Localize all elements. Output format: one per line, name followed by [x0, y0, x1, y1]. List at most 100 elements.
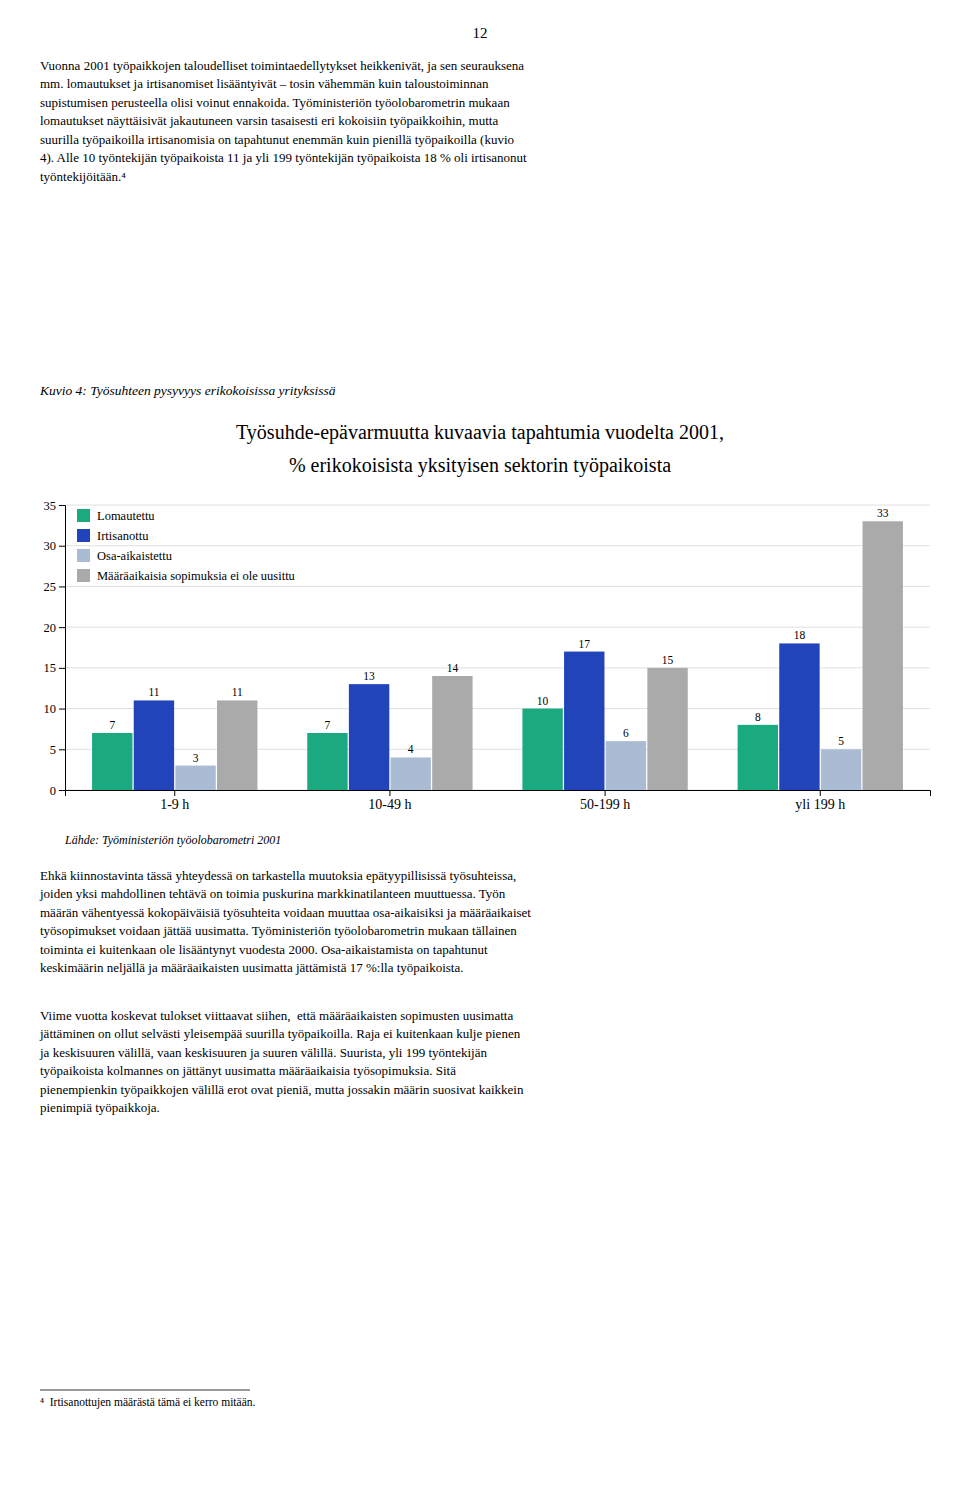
bar: [564, 652, 604, 790]
tick-mark: [820, 790, 821, 796]
data-label: 18: [794, 629, 806, 641]
bar: [134, 700, 174, 790]
data-label: 8: [755, 711, 761, 723]
bar: [92, 733, 132, 790]
tick-mark: [59, 668, 65, 669]
source-label: Lähde: Työministeriön työolobarometri 20…: [64, 833, 281, 847]
tick: 50-199 h: [580, 790, 630, 812]
data-label: 15: [662, 654, 674, 666]
tick-mark: [59, 505, 65, 506]
tick-label: 15: [44, 661, 57, 675]
paragraph-line: lomautukset näyttäisivät jakautuneen var…: [40, 113, 498, 128]
legend-swatch: [77, 529, 90, 542]
tick: 35: [44, 499, 66, 513]
paragraph-line: supistumisen perusteella olisi voinut en…: [40, 95, 510, 110]
paragraph-line: työntekijöitään.⁴: [40, 169, 126, 184]
legend-item: Osa-aikaistettu: [77, 549, 173, 563]
tick: 10: [44, 702, 66, 716]
paragraph-line: jättäminen on ollut selvästi yleisempää …: [39, 1026, 521, 1041]
axis-line: [59, 506, 66, 791]
data-label: 7: [109, 719, 115, 731]
legend-label: Osa-aikaistettu: [97, 549, 173, 563]
legend-swatch: [77, 569, 90, 582]
bar: [391, 757, 431, 790]
bar: [779, 643, 819, 790]
tick: 30: [44, 539, 66, 553]
grid-line: [65, 627, 930, 628]
paragraph-line: mm. lomautukset ja irtisanomiset lisäänt…: [40, 76, 489, 91]
legend-item: Irtisanottu: [77, 529, 149, 543]
footnote-rule: [40, 1390, 250, 1391]
tick-label: 25: [44, 580, 57, 594]
tick: 1-9 h: [160, 790, 189, 812]
legend-swatch: [77, 509, 90, 522]
chart-subtitle: % erikokoisista yksityisen sektorin työp…: [289, 454, 671, 477]
data-label: 17: [579, 638, 591, 650]
tick-mark: [59, 586, 65, 587]
paragraph-line: määrän vähentyessä kokopäiväisiä työsuht…: [40, 905, 531, 920]
tick: 10-49 h: [368, 790, 411, 812]
data-label: 11: [148, 686, 159, 698]
tick: 20: [44, 621, 66, 635]
data-label: 4: [408, 743, 414, 755]
bar: [821, 749, 861, 790]
tick-mark: [59, 546, 65, 547]
paragraph-line: suurilla työpaikoilla irtisanomisia on t…: [40, 132, 514, 147]
tick: 15: [44, 661, 66, 675]
paragraph-line: ja keskisuuren välillä, vaan keskisuuren…: [39, 1045, 487, 1060]
tick-label: 5: [50, 743, 56, 757]
bar: [217, 700, 257, 790]
tick-mark: [59, 709, 65, 710]
tick-label: 10-49 h: [368, 797, 411, 812]
tick: 5: [50, 743, 65, 757]
legend-label: Määräaikaisia sopimuksia ei ole uusittu: [97, 569, 296, 583]
paragraph-line: 4). Alle 10 työntekijän työpaikoista 11 …: [40, 150, 527, 165]
legend-label: Irtisanottu: [97, 529, 149, 543]
tick: yli 199 h: [795, 790, 845, 812]
bar: [606, 741, 646, 790]
data-labels: 7710811131718346511141533: [109, 507, 888, 763]
legend-item: Lomautettu: [77, 509, 155, 523]
tick-mark: [59, 627, 65, 628]
paragraph-line: Ehkä kiinnostavinta tässä yhteydessä on …: [40, 868, 516, 883]
data-label: 14: [447, 662, 459, 674]
legend-item: Määräaikaisia sopimuksia ei ole uusittu: [77, 569, 296, 583]
data-label: 33: [877, 507, 889, 519]
data-label: 7: [325, 719, 331, 731]
tick-label: 20: [44, 621, 57, 635]
paragraph-line: työpaikoista kolmannes on jättänyt uusim…: [40, 1063, 456, 1078]
paragraph-line: pienimpiä työpaikkoja.: [40, 1100, 160, 1115]
tick-mark: [389, 790, 390, 796]
tick-label: 0: [50, 784, 56, 798]
legend-swatch: [77, 549, 90, 562]
x-axis: 1-9 h 10-49 h 50-199 h yli 199 h: [66, 790, 931, 812]
legend: Lomautettu Irtisanottu Osa-aikaistettu Määr…: [77, 509, 296, 583]
paragraph-line: toiminta ei kuitenkaan ole lisääntynyt v…: [40, 942, 488, 957]
tick-mark: [59, 790, 65, 791]
tick-label: 10: [44, 702, 57, 716]
data-label: 10: [537, 695, 549, 707]
grid: [65, 505, 930, 790]
bar: [738, 725, 778, 790]
grid-line: [65, 505, 930, 506]
tick-label: 1-9 h: [160, 797, 189, 812]
legend-label: Lomautettu: [97, 509, 155, 523]
paragraph-line: keskimäärin neljällä ja määräaikaisten u…: [40, 960, 463, 975]
chart: 7710811131718346511141533051015202530351…: [44, 499, 931, 812]
tick-mark: [174, 790, 175, 796]
paragraph-line: Viime vuotta koskevat tulokset viittaava…: [40, 1008, 513, 1023]
grid-line: [65, 586, 930, 587]
tick-label: 30: [44, 539, 57, 553]
bar: [307, 733, 347, 790]
page: 12Vuonna 2001 työpaikkojen taloudelliset…: [0, 0, 960, 1485]
data-label: 5: [838, 735, 844, 747]
grid-line: [65, 545, 930, 546]
footnote: ⁴ Irtisanottujen määrästä tämä ei kerro …: [40, 1396, 256, 1409]
page-number: 12: [473, 25, 488, 41]
data-label: 3: [193, 752, 199, 764]
data-label: 11: [232, 686, 243, 698]
y-axis: 0 5 10 15 20 25 30 35: [44, 499, 66, 798]
tick-mark: [59, 749, 65, 750]
axis-line: [66, 791, 931, 797]
bar: [863, 521, 903, 790]
